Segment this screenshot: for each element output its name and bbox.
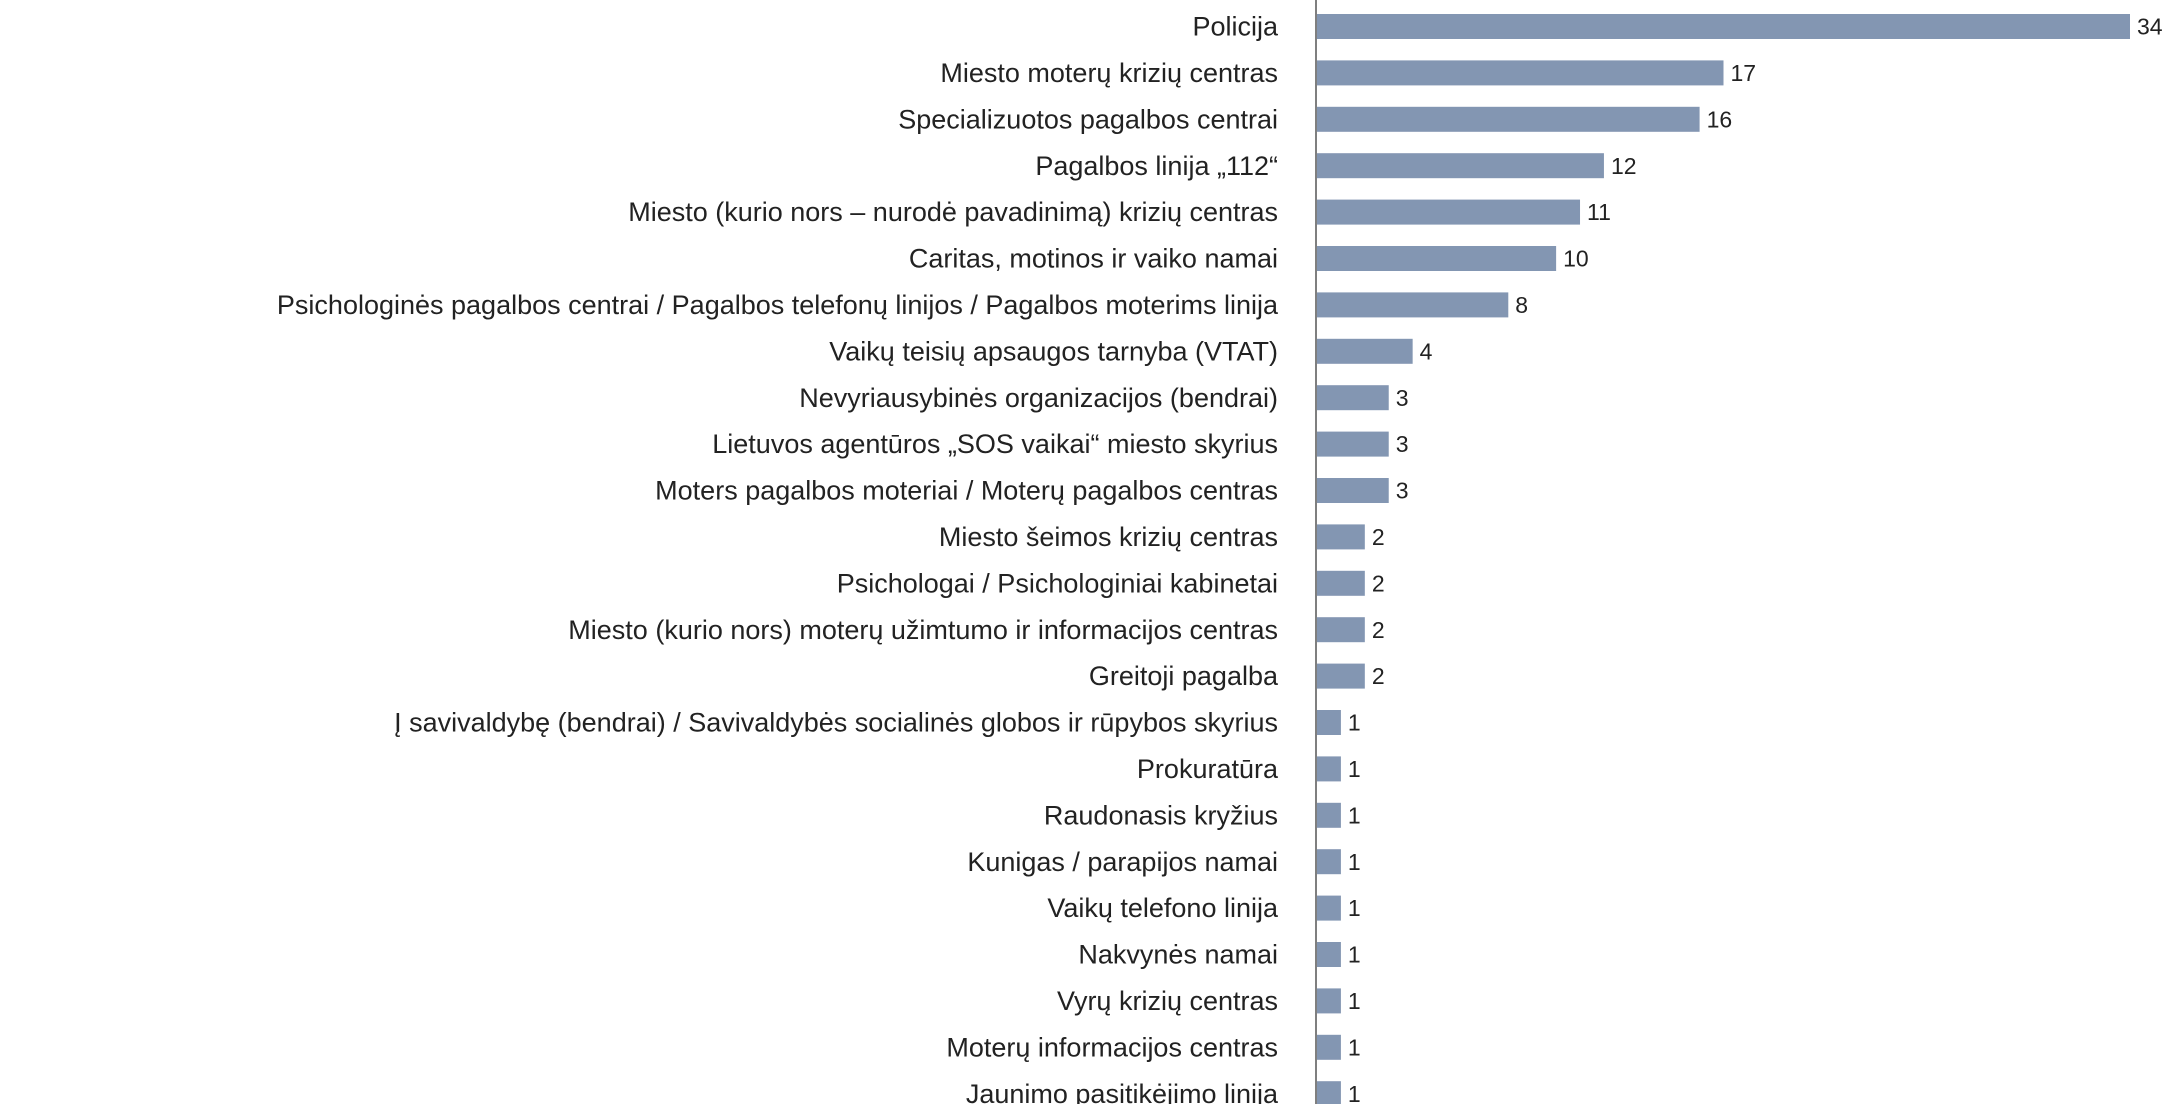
bar [1317,246,1557,271]
bar [1317,524,1365,550]
value-label: 1 [1348,1081,1361,1104]
bar [1317,153,1604,179]
category-label: Vyrų krizių centras [1057,986,1278,1016]
bar [1317,1034,1341,1060]
category-label: Miesto (kurio nors – nurodė pavadinimą) … [628,197,1278,227]
value-label: 8 [1515,292,1528,318]
category-label: Psichologai / Psichologiniai kabinetai [837,568,1278,598]
bar [1317,478,1389,503]
bar [1317,570,1365,596]
value-label: 2 [1372,617,1385,643]
bar [1317,106,1700,132]
category-label: Psichologinės pagalbos centrai / Pagalbo… [277,290,1279,320]
bar [1317,849,1341,875]
value-label: 3 [1396,478,1409,504]
category-label: Prokuratūra [1137,754,1279,784]
bar [1317,385,1389,411]
value-label: 2 [1372,524,1385,550]
bar [1317,988,1341,1014]
category-label: Nakvynės namai [1078,940,1278,970]
value-label: 3 [1396,431,1409,457]
bar [1317,756,1341,782]
value-label: 1 [1348,756,1361,782]
category-label: Moterų informacijos centras [946,1032,1278,1062]
category-label: Vaikų telefono linija [1047,893,1279,923]
category-label: Vaikų teisių apsaugos tarnyba (VTAT) [829,336,1278,366]
bar [1317,663,1365,689]
category-label: Specializuotos pagalbos centrai [898,104,1278,134]
bar [1317,1081,1341,1104]
value-label: 1 [1348,710,1361,736]
value-label: 34 [2137,14,2163,40]
value-label: 1 [1348,942,1361,968]
bar [1317,942,1341,967]
bar [1317,431,1389,457]
value-label: 1 [1348,895,1361,921]
value-label: 17 [1731,60,1757,86]
value-label: 1 [1348,849,1361,875]
bar [1317,14,2130,39]
value-label: 2 [1372,663,1385,689]
bar [1317,710,1341,735]
value-label: 3 [1396,385,1409,411]
category-label: Policija [1192,12,1279,42]
category-label: Lietuvos agentūros „SOS vaikai“ miesto s… [712,429,1278,459]
category-label: Miesto šeimos krizių centras [939,522,1278,552]
bar [1317,60,1724,86]
value-label: 4 [1420,338,1433,364]
bar [1317,617,1365,643]
category-label: Pagalbos linija „112“ [1035,151,1278,181]
value-label: 1 [1348,1034,1361,1060]
category-label: Nevyriausybinės organizacijos (bendrai) [799,383,1278,413]
category-label: Greitoji pagalba [1089,661,1279,691]
value-label: 11 [1587,199,1611,225]
bar [1317,292,1509,318]
category-label: Miesto (kurio nors) moterų užimtumo ir i… [568,615,1278,645]
bar [1317,802,1341,828]
category-label: Moters pagalbos moteriai / Moterų pagalb… [655,476,1278,506]
value-label: 16 [1707,106,1733,132]
value-label: 10 [1563,246,1589,272]
category-label: Raudonasis kryžius [1044,800,1278,830]
bar [1317,338,1413,364]
value-label: 2 [1372,570,1385,596]
value-label: 1 [1348,802,1361,828]
bar [1317,895,1341,921]
category-label: Jaunimo pasitikėjimo linija [966,1079,1279,1104]
value-label: 12 [1611,153,1637,179]
bar [1317,199,1581,225]
category-label: Kunigas / parapijos namai [967,847,1278,877]
category-label: Caritas, motinos ir vaiko namai [909,244,1278,274]
value-label: 1 [1348,988,1361,1014]
category-label: Į savivaldybę (bendrai) / Savivaldybės s… [394,708,1278,738]
category-label: Miesto moterų krizių centras [940,58,1278,88]
